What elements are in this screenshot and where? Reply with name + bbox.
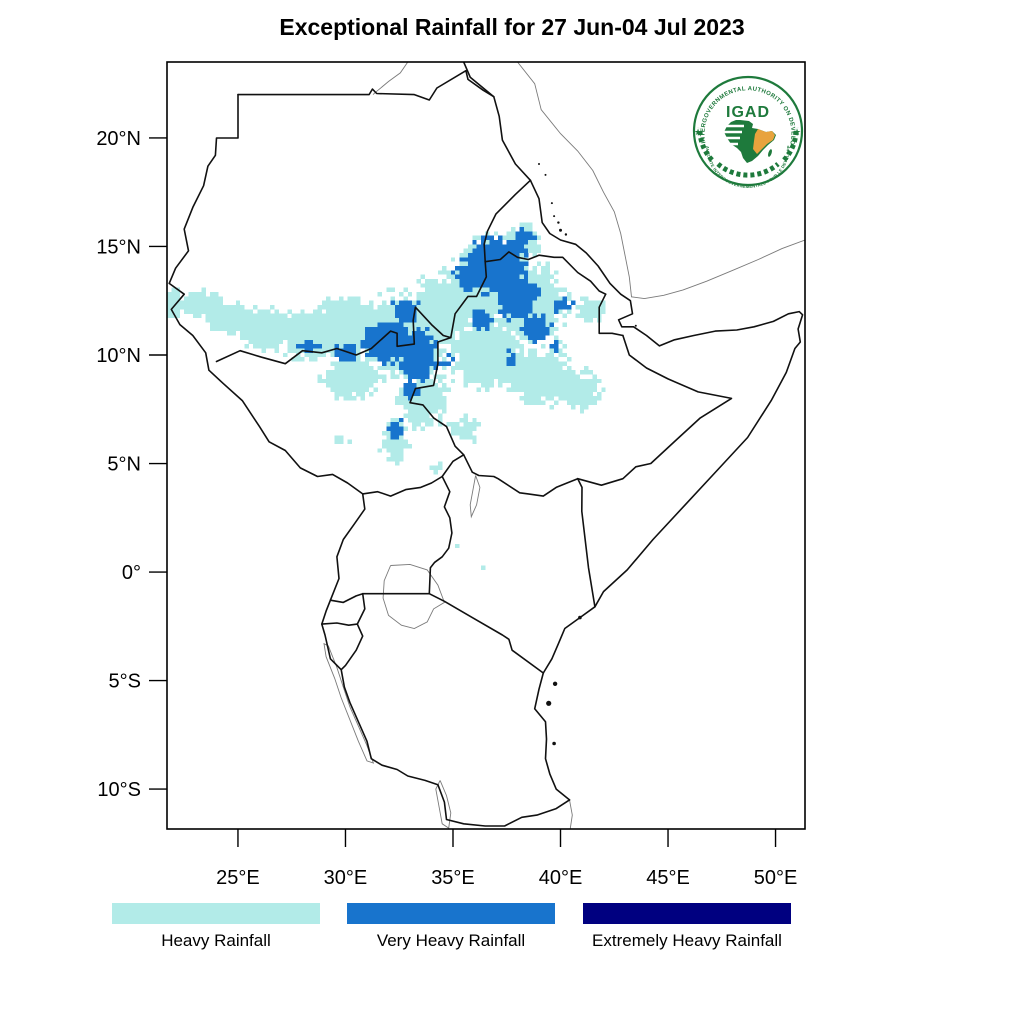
island-dot [538,163,540,165]
legend-swatch-heavy [112,903,320,924]
lake-turkana [469,475,481,519]
island-dot [544,173,547,176]
border-uganda-kenya [428,475,453,595]
legend-label-heavy: Heavy Rainfall [161,931,271,950]
logo-acronym: IGAD [726,104,770,121]
island-dot [559,228,562,232]
map-frame [166,61,806,830]
islands-layer [538,163,637,746]
y-tick-label: 20°N [96,128,141,150]
logo-igad-region [753,129,775,154]
border-kenya-tanzania [428,592,545,674]
island-dot [550,202,553,205]
legend-item-extremely-heavy: Extremely Heavy Rainfall [583,903,791,951]
border-kenya-somalia [576,477,596,608]
border-tanzania-southwest [340,668,571,827]
legend-swatch-extremely-heavy [583,903,791,924]
x-tick-label: 30°E [324,867,368,889]
lake-victoria [382,563,445,629]
lake-tanganyika [323,642,375,764]
border-egypt-sudan [237,69,495,101]
coastline-arabia [517,62,805,300]
page-title: Exceptional Rainfall for 27 Jun-04 Jul 2… [279,14,745,40]
y-tick-label: 0° [122,562,141,584]
coastline-mozambique [569,799,573,829]
island-dot [552,741,556,746]
border-eritrea-sudan [483,179,532,263]
island-dot [634,324,637,327]
island-dot [546,700,552,706]
lake-malawi [435,780,452,829]
x-tick-label: 40°E [539,867,583,889]
x-tick-label: 50°E [754,867,798,889]
rainfall-raster-layer [167,222,606,570]
y-tick-label: 15°N [96,236,141,258]
logo-africa-silhouette [724,120,776,163]
logo-speed-lines [710,124,744,146]
border-ethiopia-sudan [409,260,488,456]
y-tick-label: 5°S [109,671,141,693]
border-ethiopia-somalia [576,334,733,486]
island-dot [557,221,560,224]
coastline-main [462,62,804,801]
border-rwanda-burundi [321,592,366,671]
border-southsudan-uganda-kenya [361,454,474,497]
y-axis: 20°N 15°N 10°N 5°N 0° 5°S 10°S [96,128,167,801]
x-tick-label: 45°E [646,867,690,889]
x-axis: 25°E 30°E 35°E 40°E 45°E 50°E [216,829,797,889]
border-kenya-ethiopia [471,471,579,497]
country-borders-layer [168,62,804,827]
x-tick-label: 25°E [216,867,260,889]
border-rwanda-burundi-divide [321,622,359,626]
legend-item-heavy: Heavy Rainfall [112,903,320,951]
legend-label-very-heavy: Very Heavy Rainfall [376,931,526,950]
legend-item-very-heavy: Very Heavy Rainfall [347,903,555,951]
island-dot [564,233,568,236]
logo-laurel-wreath [697,127,799,178]
island-dot [578,615,582,620]
y-tick-label: 10°S [97,779,141,801]
y-tick-label: 10°N [96,345,141,367]
logo-ring-top-text: INTERGOVERNMENTAL AUTHORITY ON DEVELOPME… [0,0,796,146]
border-eritrea-ethiopia [484,251,607,295]
legend-label-extremely-heavy: Extremely Heavy Rainfall [592,931,782,950]
x-tick-label: 35°E [431,867,475,889]
legend-swatch-very-heavy [347,903,555,924]
island-dot [552,681,558,686]
logo-madagascar [768,149,772,157]
island-dot [553,215,556,218]
border-djibouti [598,293,624,337]
y-tick-label: 5°N [107,454,141,476]
border-sudan-southsudan [215,306,452,365]
river-nile-egypt [372,62,409,95]
border-west-sahel [168,93,366,601]
